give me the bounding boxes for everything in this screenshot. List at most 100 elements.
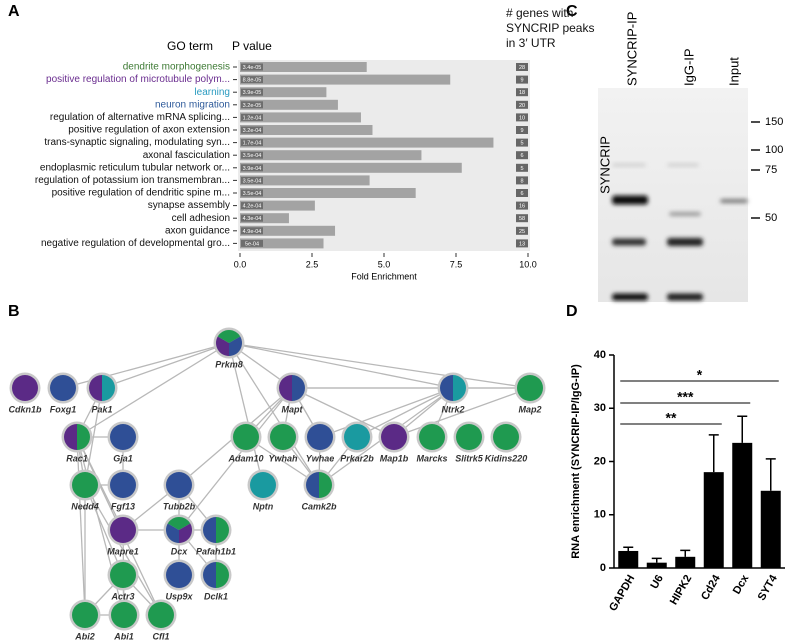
bar <box>240 162 462 173</box>
y-tick-label: 0 <box>600 562 606 574</box>
column-header: # genes with SYNCRIP peaks in 3′ UTR <box>506 6 595 50</box>
category-label: positive regulation of dendritic spine m… <box>52 188 230 199</box>
count-box <box>516 239 528 248</box>
node-label: Dcx <box>171 546 189 556</box>
panel-label: C <box>566 3 578 20</box>
y-tick-label: 40 <box>594 349 606 361</box>
node-label: Abi1 <box>113 631 134 641</box>
pvalue-label: 8.8e-05 <box>243 78 262 84</box>
count-box <box>516 151 528 160</box>
node-label: Pafah1b1 <box>196 546 236 556</box>
node-segment <box>179 523 193 543</box>
category-label: positive regulation of axon extension <box>68 125 230 136</box>
pvalue-box <box>241 88 263 96</box>
blot-band <box>667 293 703 301</box>
pvalue-label: 4.3e-04 <box>243 216 262 222</box>
blot-band <box>669 212 701 216</box>
bar <box>618 550 639 568</box>
bar <box>240 175 370 186</box>
node-segment <box>279 375 292 401</box>
x-tick-label: 10.0 <box>519 259 537 269</box>
category-label: cell adhesion <box>172 213 230 224</box>
node-label: Marcks <box>416 453 447 463</box>
y-tick-label: 20 <box>594 455 606 467</box>
network-edge <box>178 387 293 531</box>
network-edge <box>101 342 230 389</box>
node-segment <box>216 562 229 588</box>
blot-band <box>667 163 699 167</box>
node-segment <box>215 336 229 356</box>
bar <box>675 556 696 568</box>
node-segment <box>440 375 453 401</box>
node <box>110 517 136 543</box>
node-label: Kidins220 <box>485 453 528 463</box>
bar <box>240 200 315 211</box>
category-label: synapse assembly <box>148 200 230 211</box>
category-label: axon guidance <box>165 225 230 236</box>
bar <box>240 74 451 85</box>
blot-band <box>612 293 648 301</box>
category-label: positive regulation of microtubule polym… <box>46 74 230 85</box>
lane-label: IgG-IP <box>681 48 696 86</box>
node-segment <box>89 375 102 401</box>
pvalue-label: 3.5e-04 <box>243 178 262 184</box>
lane-label: Input <box>726 57 741 86</box>
node-label: Foxg1 <box>50 404 77 414</box>
network-edge <box>84 484 124 576</box>
x-tick-label: 5.0 <box>378 259 391 269</box>
node-label: Map2 <box>518 404 541 414</box>
count-box <box>516 75 528 84</box>
category-label: trans-synaptic signaling, modulating syn… <box>44 137 230 148</box>
panel-label: B <box>8 303 20 320</box>
error-bar <box>765 458 776 491</box>
x-tick-label: Cd24 <box>699 572 723 602</box>
marker-label: 150 <box>765 116 783 128</box>
network-edge <box>356 387 454 438</box>
count-box <box>516 226 528 235</box>
node-segment <box>453 375 466 401</box>
node-label: Prkar2b <box>340 453 374 463</box>
pvalue-box <box>241 176 263 184</box>
pvalue-label: 3.2e-04 <box>243 128 262 134</box>
protein-label: SYNCRIP <box>597 136 612 194</box>
pvalue-label: 3.9e-05 <box>243 90 262 96</box>
bar <box>240 87 327 98</box>
node-label: Fgf13 <box>111 501 135 511</box>
node <box>381 424 407 450</box>
pvalue-label: 3.5e-04 <box>243 191 262 197</box>
count-box <box>516 126 528 134</box>
node-label: Abi2 <box>74 631 95 641</box>
node <box>419 424 445 450</box>
node-label: Usp9x <box>165 591 193 601</box>
error-bar <box>680 549 691 557</box>
count-label: 28 <box>519 65 525 71</box>
network-edge <box>291 387 395 438</box>
network-edge <box>319 387 454 438</box>
count-label: 16 <box>519 204 525 210</box>
count-label: 5 <box>520 166 523 172</box>
node-label: Ywhae <box>306 453 335 463</box>
node <box>72 602 98 628</box>
node-segment <box>64 424 77 450</box>
pvalue-label: 3.2e-05 <box>243 103 262 109</box>
pvalue-box <box>241 227 263 235</box>
bar <box>240 99 338 110</box>
node-label: Gja1 <box>113 453 133 463</box>
node-segment <box>77 424 90 450</box>
count-box <box>516 201 528 210</box>
node <box>50 375 76 401</box>
pvalue-label: 4.2e-04 <box>243 204 262 210</box>
network-edge <box>62 342 230 389</box>
node-label: Actr3 <box>110 591 134 601</box>
node-segment <box>165 523 179 543</box>
node <box>517 375 543 401</box>
bar <box>732 442 753 568</box>
network-edge <box>228 342 264 486</box>
count-label: 9 <box>520 128 523 134</box>
pvalue-label: 3.9e-04 <box>243 166 262 172</box>
count-label: 20 <box>519 103 525 109</box>
bar <box>240 112 361 123</box>
x-tick-label: U6 <box>648 573 665 591</box>
bar <box>240 150 422 161</box>
node <box>110 472 136 498</box>
